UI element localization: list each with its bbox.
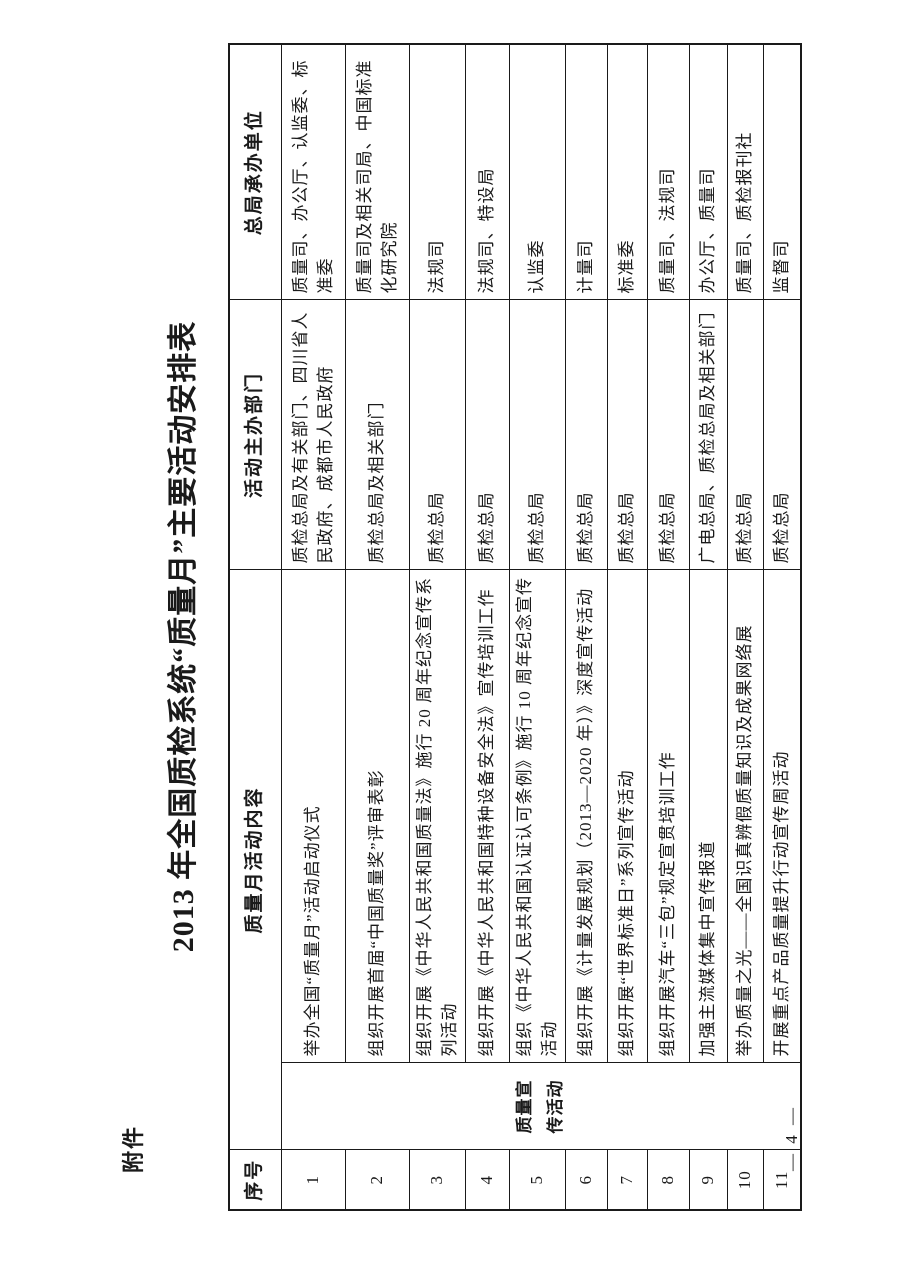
row-content: 举办质量之光——全国识真辨假质量知识及成果网络展	[727, 569, 763, 1063]
row-organizer: 质检总局	[565, 299, 607, 570]
row-undertaker: 法规司、特设局	[465, 43, 509, 300]
row-organizer: 质检总局及相关部门	[345, 299, 409, 570]
row-organizer: 质检总局	[607, 299, 647, 570]
row-no: 2	[345, 1150, 409, 1210]
category-label: 质量宣传活动	[515, 1079, 565, 1134]
page-number: — 4 —	[782, 1105, 801, 1171]
table-row: 1 质量宣传活动 举办全国“质量月”活动启动仪式 质检总局及有关部门、四川省人民…	[281, 43, 801, 1210]
row-content: 组织开展《计量发展规划（2013—2020 年）》深度宣传活动	[565, 569, 607, 1063]
row-no: 7	[607, 1150, 647, 1210]
row-no: 10	[727, 1150, 763, 1210]
row-organizer: 广电总局、质检总局及相关部门	[689, 299, 727, 570]
row-content: 加强主流媒体集中宣传报道	[689, 569, 727, 1063]
table-header-row: 序号 质量月活动内容 活动主办部门 总局承办单位	[229, 43, 281, 1210]
header-cell-undertaker: 总局承办单位	[229, 43, 281, 300]
row-no: 8	[647, 1150, 689, 1210]
row-content: 组织开展“世界标准日”系列宣传活动	[607, 569, 647, 1063]
table-row: 4 组织开展《中华人民共和国特种设备安全法》宣传培训工作 质检总局 法规司、特设…	[465, 43, 509, 1210]
row-undertaker: 质量司、质检报刊社	[727, 43, 763, 300]
row-organizer: 质检总局及有关部门、四川省人民政府、成都市人民政府	[281, 299, 345, 570]
row-no: 3	[409, 1150, 465, 1210]
row-undertaker: 标准委	[607, 43, 647, 300]
table-row: 5 组织《中华人民共和国认证认可条例》施行 10 周年纪念宣传活动 质检总局 认…	[509, 43, 565, 1210]
row-content: 组织开展汽车“三包”规定宣贯培训工作	[647, 569, 689, 1063]
header-cell-no: 序号	[229, 1150, 281, 1210]
row-undertaker: 质量司及相关司局、中国标准化研究院	[345, 43, 409, 300]
row-undertaker: 监督司	[763, 43, 801, 300]
row-no: 9	[689, 1150, 727, 1210]
row-undertaker: 法规司	[409, 43, 465, 300]
row-organizer: 质检总局	[509, 299, 565, 570]
table-row: 10 举办质量之光——全国识真辨假质量知识及成果网络展 质检总局 质量司、质检报…	[727, 43, 763, 1210]
table-row: 3 组织开展《中华人民共和国质量法》施行 20 周年纪念宣传系列活动 质检总局 …	[409, 43, 465, 1210]
row-organizer: 质检总局	[409, 299, 465, 570]
table-row: 6 组织开展《计量发展规划（2013—2020 年）》深度宣传活动 质检总局 计…	[565, 43, 607, 1210]
table-row: 8 组织开展汽车“三包”规定宣贯培训工作 质检总局 质量司、法规司	[647, 43, 689, 1210]
table-row: 7 组织开展“世界标准日”系列宣传活动 质检总局 标准委	[607, 43, 647, 1210]
row-content: 组织开展首届“中国质量奖”评审表彰	[345, 569, 409, 1063]
row-no: 6	[565, 1150, 607, 1210]
row-undertaker: 认监委	[509, 43, 565, 300]
category-cell: 质量宣传活动	[281, 1063, 801, 1150]
page-title: 2013 年全国质检系统“质量月”主要活动安排表	[167, 320, 200, 953]
table-row: 2 组织开展首届“中国质量奖”评审表彰 质检总局及相关部门 质量司及相关司局、中…	[345, 43, 409, 1210]
row-content: 组织开展《中华人民共和国质量法》施行 20 周年纪念宣传系列活动	[409, 569, 465, 1063]
row-content: 举办全国“质量月”活动启动仪式	[281, 569, 345, 1063]
row-organizer: 质检总局	[727, 299, 763, 570]
row-organizer: 质检总局	[647, 299, 689, 570]
attachment-label: 附件	[121, 1124, 146, 1173]
row-organizer: 质检总局	[763, 299, 801, 570]
row-no: 5	[509, 1150, 565, 1210]
row-no: 1	[281, 1150, 345, 1210]
row-undertaker: 办公厅、质量司	[689, 43, 727, 300]
row-content: 开展重点产品质量提升行动宣传周活动	[763, 569, 801, 1063]
row-undertaker: 质量司、法规司	[647, 43, 689, 300]
row-undertaker: 计量司	[565, 43, 607, 300]
row-no: 4	[465, 1150, 509, 1210]
table-row: 9 加强主流媒体集中宣传报道 广电总局、质检总局及相关部门 办公厅、质量司	[689, 43, 727, 1210]
header-cell-content: 质量月活动内容	[229, 569, 281, 1150]
header-cell-organizer: 活动主办部门	[229, 299, 281, 570]
row-content: 组织《中华人民共和国认证认可条例》施行 10 周年纪念宣传活动	[509, 569, 565, 1063]
activities-table: 序号 质量月活动内容 活动主办部门 总局承办单位 1 质量宣传活动 举办全国“质…	[228, 42, 802, 1211]
row-content: 组织开展《中华人民共和国特种设备安全法》宣传培训工作	[465, 569, 509, 1063]
row-undertaker: 质量司、办公厅、认监委、标准委	[281, 43, 345, 300]
row-organizer: 质检总局	[465, 299, 509, 570]
table-row: 11 开展重点产品质量提升行动宣传周活动 质检总局 监督司	[763, 43, 801, 1210]
